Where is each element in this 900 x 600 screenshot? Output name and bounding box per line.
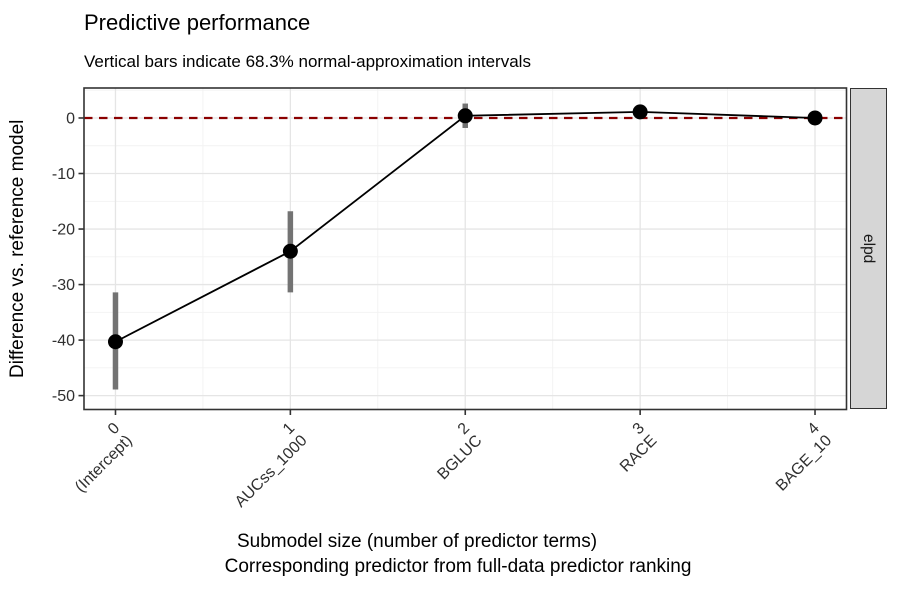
- facet-strip-label: elpd: [860, 233, 877, 264]
- y-tick-label: -20: [52, 222, 75, 239]
- x-tick-predictor: BAGE_10: [773, 432, 835, 494]
- x-tick-predictor: (Intercept): [72, 432, 136, 496]
- y-axis-title: Difference vs. reference model: [7, 119, 28, 379]
- x-tick-label: 4BAGE_10: [761, 420, 836, 495]
- y-tick-label: 0: [66, 110, 75, 127]
- x-tick-predictor: AUCss_1000: [232, 432, 311, 511]
- x-tick-predictor: RACE: [617, 432, 660, 475]
- chart-title: Predictive performance: [84, 10, 311, 35]
- data-point: [807, 110, 823, 126]
- chart-subtitle: Vertical bars indicate 68.3% normal-appr…: [84, 52, 531, 71]
- x-tick-label: 1AUCss_1000: [220, 420, 311, 511]
- y-tick-label: -50: [52, 388, 75, 405]
- x-axis-title-line1: Submodel size (number of predictor terms…: [236, 531, 598, 552]
- facet-strip: elpd: [849, 88, 887, 409]
- x-axis-title-line2: Corresponding predictor from full-data p…: [224, 556, 692, 577]
- x-tick-label: 2BGLUC: [422, 420, 485, 483]
- data-point: [282, 243, 298, 259]
- x-tick-label: 3RACE: [605, 420, 661, 476]
- data-point: [632, 104, 648, 120]
- x-tick-predictor: BGLUC: [434, 432, 485, 483]
- data-point: [457, 108, 473, 124]
- y-tick-label: -40: [52, 333, 75, 350]
- x-tick-label: 0(Intercept): [60, 420, 136, 496]
- data-point: [107, 334, 123, 350]
- y-tick-label: -30: [52, 277, 75, 294]
- y-tick-label: -10: [52, 166, 75, 183]
